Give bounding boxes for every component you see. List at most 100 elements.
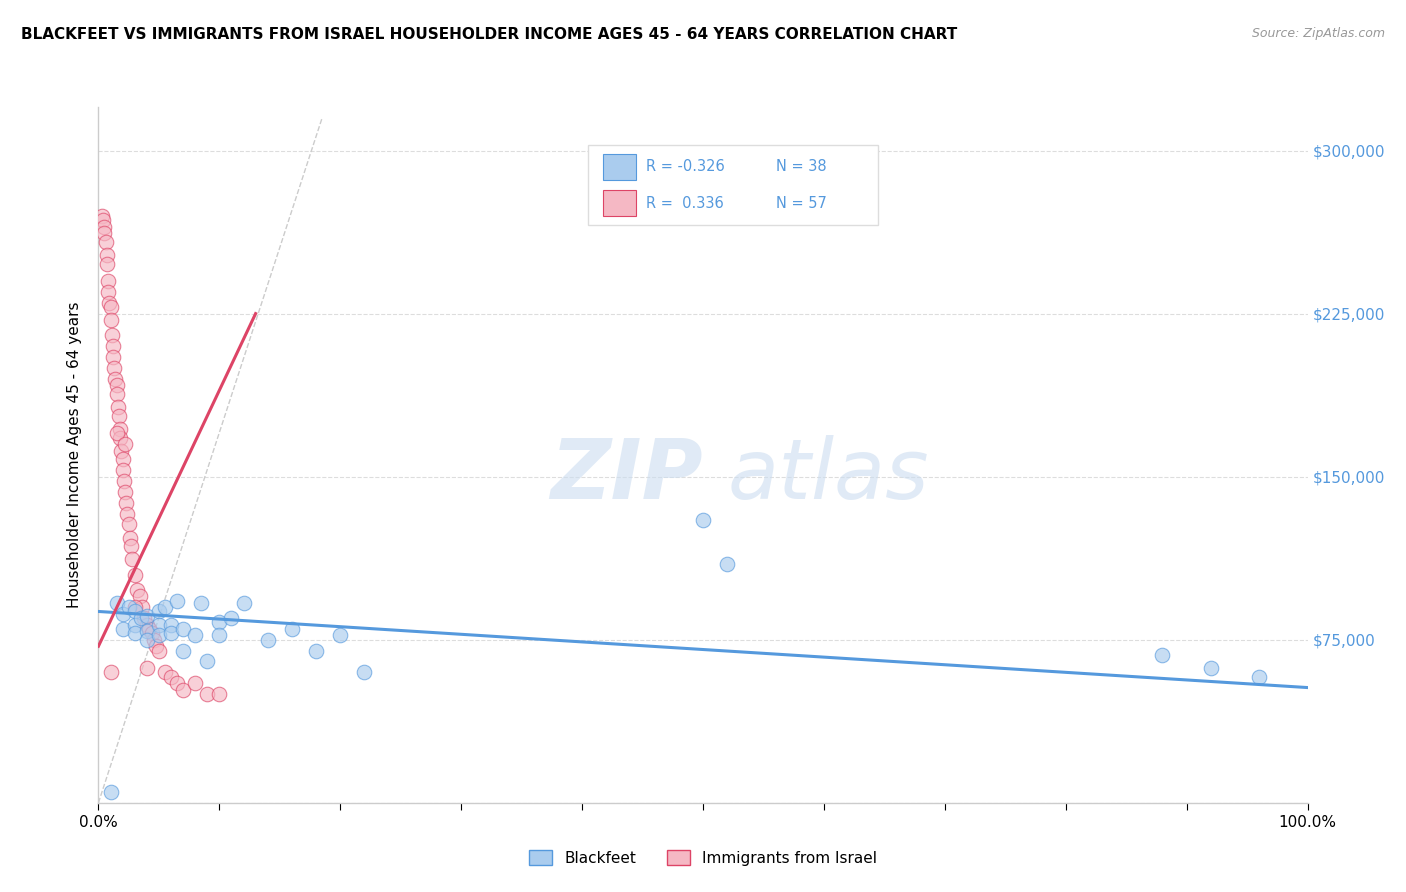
Point (148, 617, 170, 632)
Point (135, 661, 157, 675)
Point (124, 626, 146, 640)
Point (93, 219, 115, 234)
Point (94, 235, 117, 249)
Point (148, 643, 170, 657)
Point (121, 552, 143, 566)
Point (153, 665, 176, 680)
Point (195, 655, 218, 669)
Point (117, 507, 139, 521)
Point (105, 387, 128, 401)
Point (124, 567, 146, 582)
Point (100, 313, 122, 327)
Point (221, 611, 243, 625)
Point (135, 624, 157, 638)
Point (129, 611, 152, 625)
Point (105, 596, 128, 610)
Point (148, 628, 170, 642)
Text: Source: ZipAtlas.com: Source: ZipAtlas.com (1251, 27, 1385, 40)
Point (160, 617, 183, 632)
Point (256, 632, 278, 647)
Point (91, 209, 114, 223)
Point (100, 665, 122, 680)
Text: atlas: atlas (727, 435, 929, 516)
Point (93, 226, 115, 240)
Text: R =  0.336: R = 0.336 (647, 195, 724, 211)
Point (108, 430, 131, 444)
Point (281, 622, 304, 636)
Point (105, 378, 128, 392)
Point (108, 422, 131, 436)
Point (141, 626, 163, 640)
Point (118, 600, 141, 615)
Point (127, 582, 149, 597)
Point (145, 639, 167, 653)
Point (124, 617, 146, 632)
FancyBboxPatch shape (588, 145, 879, 226)
Point (143, 632, 166, 647)
Point (135, 632, 157, 647)
Text: BLACKFEET VS IMMIGRANTS FROM ISRAEL HOUSEHOLDER INCOME AGES 45 - 64 YEARS CORREL: BLACKFEET VS IMMIGRANTS FROM ISRAEL HOUS… (21, 27, 957, 42)
Point (160, 670, 183, 684)
Point (232, 596, 254, 610)
Point (114, 437, 136, 451)
Point (128, 589, 150, 603)
FancyBboxPatch shape (603, 190, 637, 216)
Point (190, 596, 212, 610)
Point (112, 474, 135, 488)
Point (114, 484, 136, 499)
Point (160, 626, 183, 640)
Point (135, 608, 157, 623)
Text: N = 57: N = 57 (776, 195, 827, 211)
Point (101, 339, 124, 353)
Point (134, 611, 156, 625)
Point (1249, 670, 1271, 684)
Point (111, 463, 134, 477)
Point (184, 628, 207, 642)
Point (100, 300, 122, 314)
Point (111, 607, 134, 621)
Point (153, 600, 176, 615)
Text: R = -0.326: R = -0.326 (647, 160, 725, 174)
Point (716, 557, 738, 571)
Point (103, 360, 125, 375)
Point (148, 605, 170, 619)
Point (353, 665, 375, 680)
Point (96, 248, 118, 262)
Point (1199, 661, 1222, 675)
Point (138, 622, 160, 636)
Point (97, 274, 120, 288)
Point (131, 600, 153, 615)
Point (100, 328, 122, 343)
Point (1152, 648, 1174, 662)
Point (135, 617, 157, 632)
Point (124, 605, 146, 619)
Text: ZIP: ZIP (550, 435, 703, 516)
Point (111, 452, 134, 467)
Point (91, 213, 114, 227)
Point (97, 285, 120, 299)
Point (107, 400, 129, 414)
Point (208, 687, 231, 701)
Y-axis label: Householder Income Ages 45 - 64 years: Householder Income Ages 45 - 64 years (67, 301, 83, 608)
Legend: Blackfeet, Immigrants from Israel: Blackfeet, Immigrants from Israel (523, 844, 883, 871)
Point (104, 372, 127, 386)
Point (208, 628, 231, 642)
Point (124, 600, 146, 615)
Point (172, 622, 194, 636)
Point (98, 295, 121, 310)
Point (329, 628, 352, 642)
Point (305, 643, 328, 657)
Point (100, 785, 122, 799)
Point (184, 676, 207, 690)
Point (692, 513, 714, 527)
FancyBboxPatch shape (603, 153, 637, 180)
Text: N = 38: N = 38 (776, 160, 827, 174)
Point (105, 426, 128, 441)
Point (101, 350, 124, 364)
Point (120, 539, 142, 553)
Point (195, 687, 218, 701)
Point (108, 409, 131, 423)
Point (172, 682, 194, 697)
Point (111, 622, 134, 636)
Point (172, 643, 194, 657)
